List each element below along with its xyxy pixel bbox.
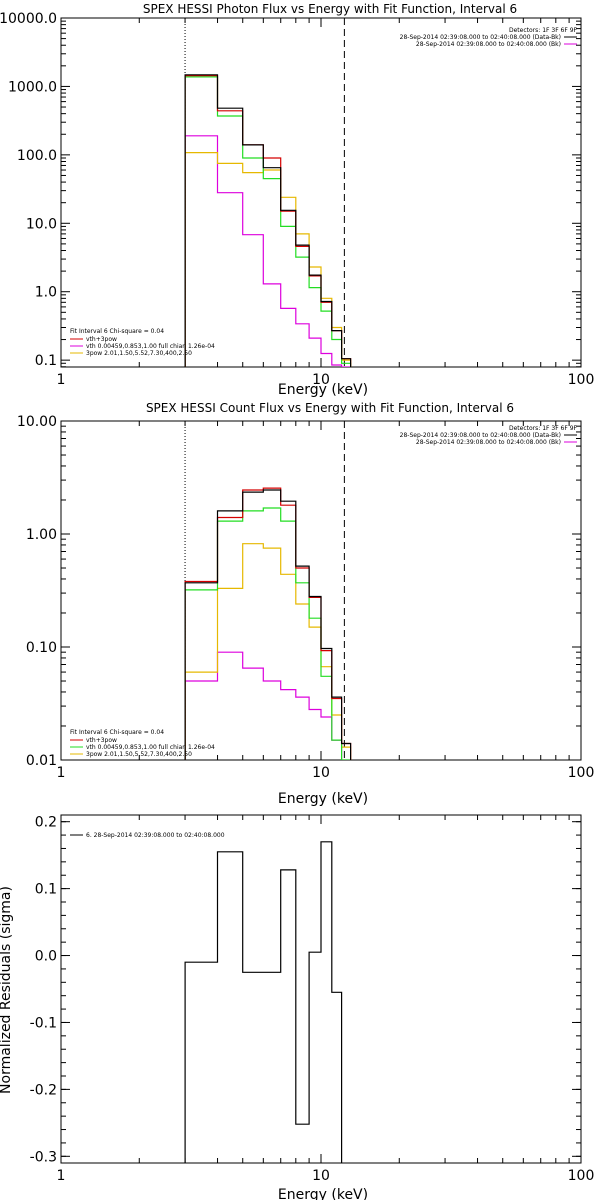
photon-flux-fit-3pow-label: 3pow 2.01,1.50,5.52,7.30,400,2.50 (86, 350, 192, 357)
count-flux-x-tick-label: 100 (568, 765, 595, 781)
count-flux-plot-area: 1 10 100 0.01 0.10 1.00 10.00 (17, 414, 594, 781)
photon-flux-legend-bk: 28-Sep-2014 02:39:08.000 to 02:40:08.000… (416, 41, 561, 48)
count-flux-fit-total-label: vth+3pow (86, 737, 117, 744)
residuals-x-tick-label: 10 (312, 1168, 330, 1184)
count-flux-x-tick-label: 1 (57, 765, 66, 781)
residuals-y-tick-label: 0.0 (35, 949, 57, 965)
residuals-y-tick-label: 0.2 (35, 815, 57, 831)
photon-flux-y-tick-label: 10.0 (26, 216, 57, 232)
photon-flux-y-tick-label: 10000.0 (0, 11, 57, 27)
count-flux-legend-data-bk: 28-Sep-2014 02:39:08.000 to 02:40:08.000… (400, 432, 561, 439)
count-flux-xlabel: Energy (keV) (278, 791, 368, 807)
count-flux-fit-header: Fit Interval 6 Chi-square = 0.04 (70, 729, 164, 736)
count-flux-fit-3pow-label: 3pow 2.01,1.50,5.52,7.30,400,2.50 (86, 751, 192, 758)
photon-flux-panel: SPEX HESSI Photon Flux vs Energy with Fi… (0, 2, 594, 398)
residuals-panel: 1 10 100 -0.3 -0.2 -0.1 0.0 0.1 0.2 Energy (keV)… (0, 814, 595, 1200)
photon-flux-legend-header: Detectors: 1F 3F 6F 9F (509, 27, 578, 34)
count-flux-legend-bk: 28-Sep-2014 02:39:08.000 to 02:40:08.000… (416, 439, 561, 446)
photon-flux-y-tick-label: 100.0 (17, 148, 57, 164)
photon-flux-data-bk-line (184, 74, 352, 367)
photon-flux-title: SPEX HESSI Photon Flux vs Energy with Fi… (143, 2, 517, 16)
count-flux-data-bk-line (184, 489, 352, 760)
photon-flux-fit-vth-label: vth 0.00459,0.853,1.00 full chian 1.26e-… (86, 343, 215, 350)
residuals-residual-line (184, 841, 343, 1163)
count-flux-panel: SPEX HESSI Count Flux vs Energy with Fit… (17, 401, 594, 807)
residuals-y-tick-label: -0.3 (30, 1149, 57, 1165)
count-flux-y-tick-label: 10.00 (17, 414, 57, 430)
residuals-x-tick-label: 100 (568, 1168, 595, 1184)
count-flux-y-tick-label: 0.01 (26, 753, 57, 769)
photon-flux-y-tick-label: 1000.0 (8, 79, 57, 95)
residuals-y-tick-label: 0.1 (35, 882, 57, 898)
residuals-plot-area: 1 10 100 -0.3 -0.2 -0.1 0.0 0.1 0.2 (30, 814, 595, 1184)
count-flux-y-tick-label: 0.10 (26, 640, 57, 656)
count-flux-y-tick-label: 1.00 (26, 527, 57, 543)
photon-flux-background-line (184, 135, 351, 367)
count-flux-powerlaw-model-line (184, 543, 352, 760)
photon-flux-xlabel: Energy (keV) (278, 382, 368, 398)
residuals-x-tick-label: 1 (57, 1168, 66, 1184)
residuals-xlabel: Energy (keV) (278, 1187, 368, 1200)
photon-flux-legend-data-bk: 28-Sep-2014 02:39:08.000 to 02:40:08.000… (400, 34, 561, 41)
count-flux-fit-vth-label: vth 0.00459,0.853,1.00 full chian 1.26e-… (86, 744, 215, 751)
photon-flux-x-tick-label: 1 (57, 372, 66, 388)
photon-flux-plot-area: 1 10 100 0.1 1.0 10.0 100.0 1000.0 10000.0 (0, 11, 594, 388)
photon-flux-y-tick-label: 0.1 (35, 353, 57, 369)
residuals-ylabel: Normalized Residuals (sigma) (0, 886, 14, 1094)
residuals-legend-label: 6. 28-Sep-2014 02:39:08.000 to 02:40:08.… (86, 832, 225, 839)
residuals-y-tick-label: -0.1 (30, 1015, 57, 1031)
count-flux-title: SPEX HESSI Count Flux vs Energy with Fit… (146, 401, 514, 415)
photon-flux-fit-total-label: vth+3pow (86, 336, 117, 343)
photon-flux-y-tick-label: 1.0 (35, 285, 57, 301)
photon-flux-x-tick-label: 10 (312, 372, 330, 388)
residuals-y-tick-label: -0.2 (30, 1082, 57, 1098)
count-flux-x-tick-label: 10 (312, 765, 330, 781)
photon-flux-fit-header: Fit Interval 6 Chi-square = 0.04 (70, 328, 164, 335)
count-flux-legend-header: Detectors: 1F 3F 6F 9F (509, 425, 578, 432)
photon-flux-x-tick-label: 100 (568, 372, 595, 388)
